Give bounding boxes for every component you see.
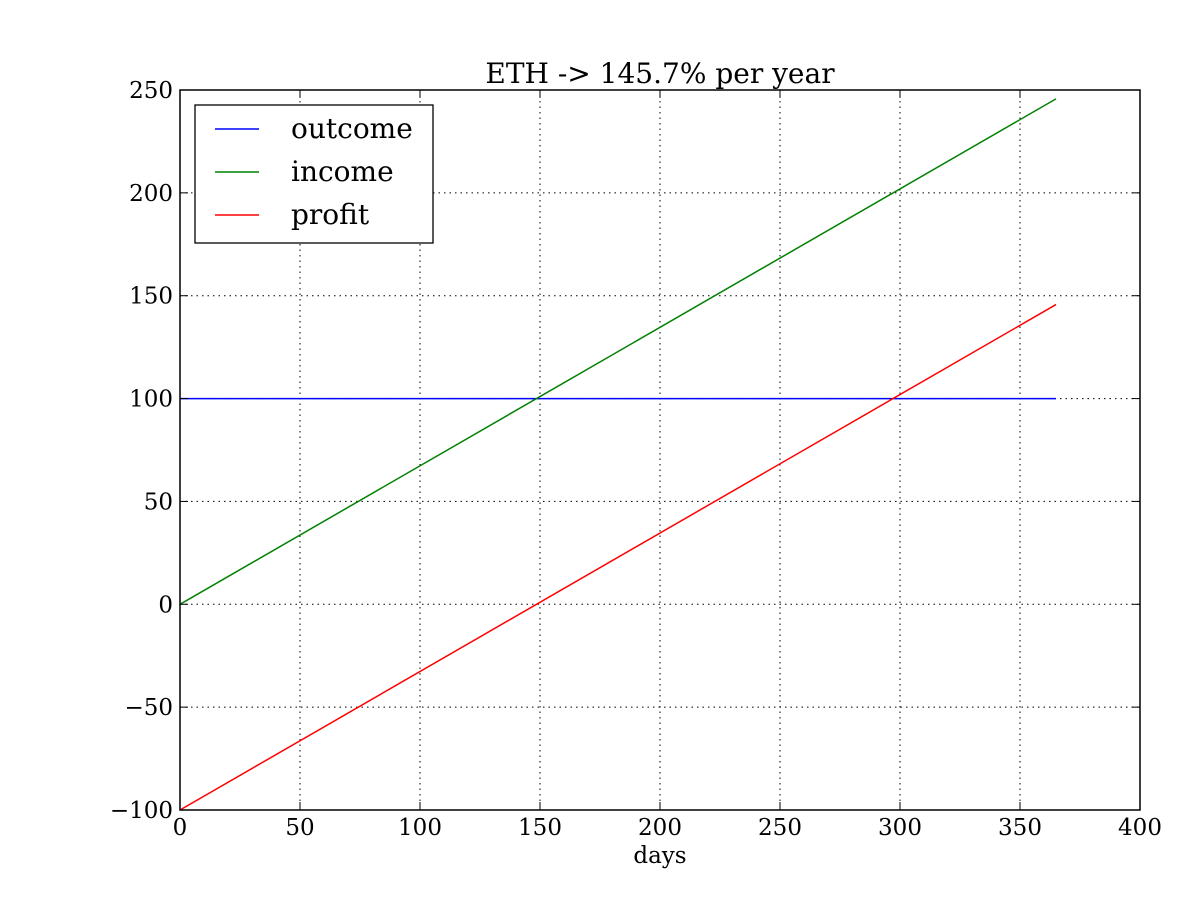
x-tick-label: 300 [878,815,922,841]
legend-box [194,104,434,244]
x-tick-label: 250 [758,815,802,841]
x-tick-label: 50 [285,815,314,841]
x-tick-label: 350 [998,815,1042,841]
legend-label-outcome: outcome [291,112,413,145]
chart-title: ETH -> 145.7% per year [485,57,835,90]
legend: outcome income profit [194,104,434,244]
x-tick-label: 100 [398,815,442,841]
y-tick-label: −50 [124,695,173,721]
legend-label-income: income [291,155,394,188]
y-tick-label: 100 [129,387,173,413]
y-tick-label: 50 [144,489,173,515]
x-tick-label: 400 [1118,815,1162,841]
x-tick-label: 200 [638,815,682,841]
series-line-profit [179,303,1057,811]
series-layer [179,98,1057,811]
legend-label-profit: profit [291,198,370,231]
x-tick-label: 0 [173,815,188,841]
ticks: 0 50 100 150 200 250 300 350 400 −100 −50 0 50 100 150… [110,78,1162,841]
x-tick-label: 150 [518,815,562,841]
series-line-income [179,98,1057,605]
x-axis-title: days [633,843,686,869]
y-tick-label: 200 [129,181,173,207]
y-tick-label: −100 [110,798,173,824]
y-tick-label: 0 [158,592,173,618]
y-tick-label: 150 [129,284,173,310]
y-tick-label: 250 [129,78,173,104]
